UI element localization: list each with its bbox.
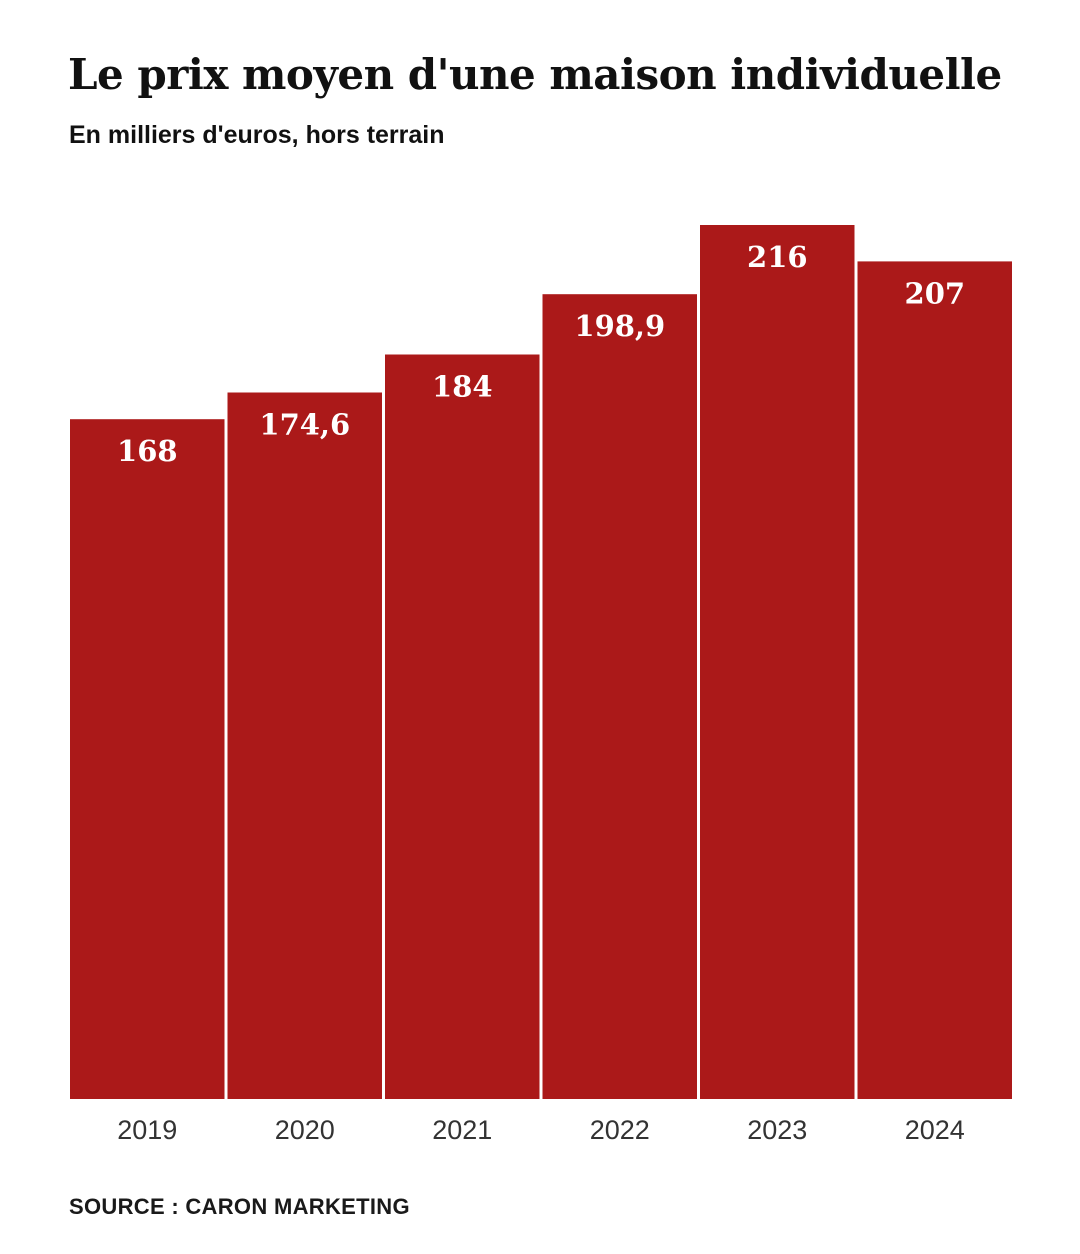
value-label-2022: 198,9 bbox=[574, 309, 665, 343]
value-label-2020: 174,6 bbox=[259, 408, 350, 442]
x-axis-tick-labels: 2019 2020 2021 2022 2023 2024 bbox=[117, 1115, 965, 1145]
chart-subtitle: En milliers d'euros, hors terrain bbox=[69, 121, 445, 149]
bars-group bbox=[70, 225, 1012, 1099]
chart-title: Le prix moyen d'une maison individuelle bbox=[68, 50, 1002, 99]
value-label-2019: 168 bbox=[117, 434, 178, 468]
bar-2020 bbox=[227, 392, 382, 1099]
bar-2019 bbox=[70, 419, 225, 1099]
bar-2022 bbox=[542, 294, 697, 1099]
bar-2024 bbox=[857, 261, 1012, 1099]
source-note: SOURCE : CARON MARKETING bbox=[69, 1194, 410, 1219]
x-tick-label-2023: 2023 bbox=[747, 1115, 807, 1145]
bar-2021 bbox=[385, 354, 540, 1099]
value-label-2021: 184 bbox=[432, 370, 493, 404]
value-label-2023: 216 bbox=[747, 240, 808, 274]
x-tick-label-2024: 2024 bbox=[905, 1115, 965, 1145]
x-tick-label-2019: 2019 bbox=[117, 1115, 177, 1145]
x-tick-label-2021: 2021 bbox=[432, 1115, 492, 1145]
x-tick-label-2022: 2022 bbox=[590, 1115, 650, 1145]
x-tick-label-2020: 2020 bbox=[275, 1115, 335, 1145]
value-labels-group: 168 174,6 184 198,9 216 207 bbox=[117, 240, 965, 468]
bar-2023 bbox=[700, 225, 855, 1099]
value-label-2024: 207 bbox=[905, 276, 966, 310]
